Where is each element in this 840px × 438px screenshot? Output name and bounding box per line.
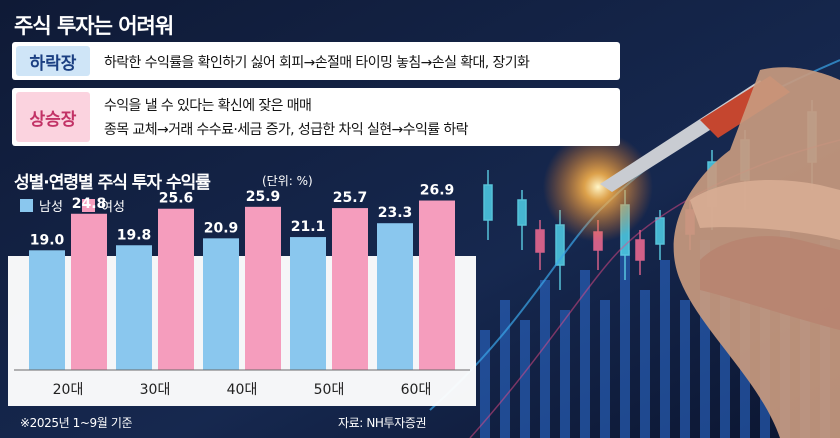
data-label-male-3: 20.9 <box>204 220 239 236</box>
data-label-male-4: 21.1 <box>291 219 326 235</box>
category-label-5: 60대 <box>401 382 432 398</box>
data-label-female-1: 24.8 <box>72 196 107 212</box>
category-label-3: 40대 <box>227 382 258 398</box>
category-label-4: 50대 <box>314 382 345 398</box>
bar-female-2 <box>158 208 194 370</box>
falling-market-text: 하락한 수익률을 확인하기 싫어 회피→손절매 타이밍 놓침→손실 확대, 장기… <box>104 55 530 71</box>
falling-market-tag: 하락장 <box>16 46 90 76</box>
data-label-female-3: 25.9 <box>246 189 281 205</box>
data-label-female-5: 26.9 <box>420 183 455 199</box>
rising-market-text-line-2: 종목 교체→거래 수수료·세금 증가, 성급한 차익 실현→수익률 하락 <box>104 122 469 138</box>
legend-swatch-male <box>20 199 33 212</box>
bar-male-2 <box>116 245 152 370</box>
legend-item-female: 여성 <box>82 196 125 215</box>
bar-female-5 <box>419 200 455 370</box>
bar-male-5 <box>377 223 413 370</box>
info-row-rising-market: 상승장 수익을 낼 수 있다는 확신에 잦은 매매 종목 교체→거래 수수료·세… <box>12 88 620 146</box>
bar-female-4 <box>332 208 368 370</box>
data-label-female-2: 25.6 <box>159 191 194 207</box>
data-label-male-2: 19.8 <box>117 227 152 243</box>
legend-label-male: 남성 <box>39 200 63 215</box>
chart-title: 성별·연령별 주식 투자 수익률 <box>14 173 211 193</box>
footnote: ※2025년 1~9월 기준 <box>20 416 133 430</box>
bar-female-1 <box>71 213 107 370</box>
legend-item-male: 남성 <box>20 196 63 215</box>
category-label-1: 20대 <box>53 382 84 398</box>
bar-male-3 <box>203 238 239 370</box>
category-label-2: 30대 <box>140 382 171 398</box>
source: 자료: NH투자증권 <box>338 416 427 430</box>
page-title: 주식 투자는 어려워 <box>14 14 174 38</box>
bar-male-4 <box>290 237 326 370</box>
data-label-male-5: 23.3 <box>378 205 413 221</box>
bar-male-1 <box>29 250 65 370</box>
legend-label-female: 여성 <box>101 200 125 215</box>
data-label-female-4: 25.7 <box>333 190 368 206</box>
rising-market-tag: 상승장 <box>16 92 90 142</box>
rising-market-text-line-1: 수익을 낼 수 있다는 확신에 잦은 매매 <box>104 98 312 114</box>
data-label-male-1: 19.0 <box>30 232 65 248</box>
bar-female-3 <box>245 206 281 370</box>
legend-swatch-female <box>82 199 95 212</box>
info-row-falling-market: 하락장 하락한 수익률을 확인하기 싫어 회피→손절매 타이밍 놓침→손실 확대… <box>12 42 620 80</box>
chart-unit: (단위: %) <box>262 174 313 188</box>
